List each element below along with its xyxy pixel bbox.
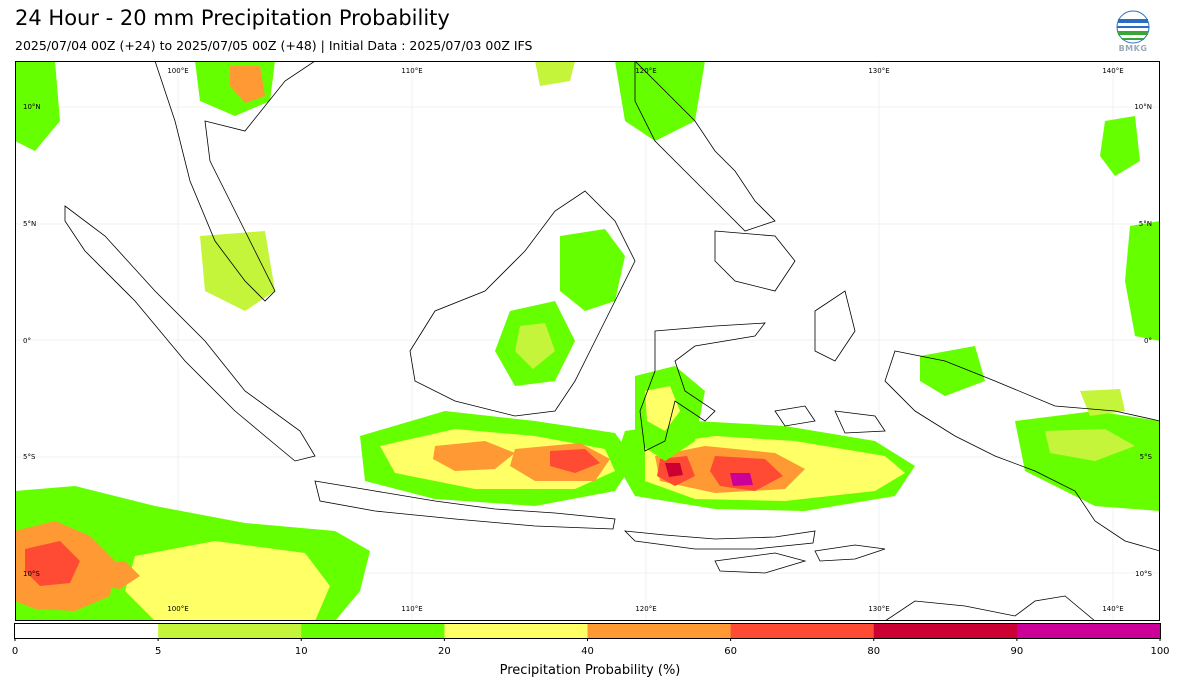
lon-label-bottom: 130°E: [868, 605, 889, 613]
colorbar-label: Precipitation Probability (%): [499, 663, 681, 678]
coastlines: [64, 61, 1160, 621]
colorbar-segment: [301, 624, 445, 638]
precipitation-field: [15, 61, 1160, 621]
page-subtitle: 2025/07/04 00Z (+24) to 2025/07/05 00Z (…: [15, 38, 533, 53]
lat-label-left: 5°N: [23, 220, 36, 228]
lon-label-bottom: 140°E: [1102, 605, 1123, 613]
lat-label-right: 0°: [1144, 337, 1152, 345]
colorbar-tick-label: 90: [1011, 646, 1024, 657]
graticule-labels: 100°E 110°E 120°E 130°E 140°E 100°E 110°…: [23, 67, 1153, 613]
lat-label-right: 5°S: [1140, 453, 1153, 461]
lon-label-bottom: 110°E: [401, 605, 422, 613]
colorbar-segment: [15, 624, 159, 638]
lon-label-bottom: 120°E: [635, 605, 656, 613]
map-frame: [15, 61, 1160, 621]
colorbar-tick-label: 5: [155, 646, 161, 657]
lat-label-right: 5°N: [1139, 220, 1152, 228]
lat-label-right: 10°S: [1135, 570, 1152, 578]
colorbar-segment: [158, 624, 302, 638]
colorbar-segment: [587, 624, 732, 638]
lon-label-top: 130°E: [868, 67, 889, 75]
colorbar: 0 5 10 20 40 60 80 90 100: [12, 623, 1170, 657]
lat-label-right: 10°N: [1134, 103, 1152, 111]
precipitation-map: 100°E 110°E 120°E 130°E 140°E 100°E 110°…: [15, 61, 1160, 621]
colorbar-tick-label: 40: [581, 646, 594, 657]
lat-label-left: 0°: [23, 337, 31, 345]
colorbar-tick-label: 20: [438, 646, 451, 657]
colorbar-segment: [873, 624, 1018, 638]
colorbar-segment: [444, 624, 588, 638]
colorbar-tick-label: 60: [724, 646, 737, 657]
lat-label-left: 10°S: [23, 570, 40, 578]
lon-label-bottom: 100°E: [167, 605, 188, 613]
lon-label-top: 100°E: [167, 67, 188, 75]
colorbar-segment: [730, 624, 875, 638]
colorbar-tick-label: 0: [12, 646, 18, 657]
colorbar-segment: [1016, 624, 1161, 638]
colorbar-tick-label: 100: [1150, 646, 1169, 657]
lat-label-left: 10°N: [23, 103, 41, 111]
logo-text: BMKG: [1118, 44, 1148, 53]
bmkg-logo-icon: [1116, 10, 1150, 44]
lat-label-left: 5°S: [23, 453, 36, 461]
colorbar-tick-label: 10: [295, 646, 308, 657]
lon-label-top: 140°E: [1102, 67, 1123, 75]
page-title: 24 Hour - 20 mm Precipitation Probabilit…: [15, 6, 450, 30]
colorbar-tick-label: 80: [867, 646, 880, 657]
lon-label-top: 120°E: [635, 67, 656, 75]
lon-label-top: 110°E: [401, 67, 422, 75]
